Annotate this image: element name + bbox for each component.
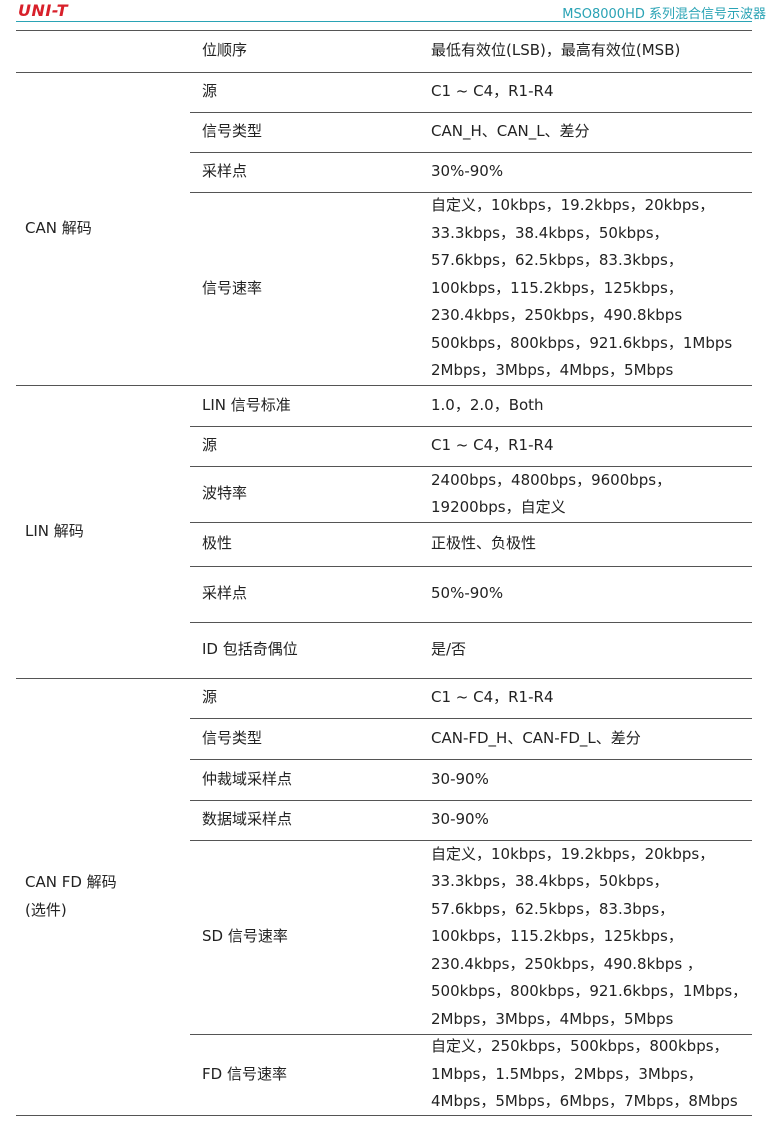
param-cell: 数据域采样点	[202, 810, 293, 829]
row-line	[190, 152, 752, 153]
section-label: (选件)	[25, 900, 67, 919]
value-cell: C1 ~ C4，R1-R4	[431, 688, 554, 707]
value-cell: 1Mbps，1.5Mbps，2Mbps，3Mbps，	[431, 1064, 703, 1083]
section-line	[16, 72, 752, 73]
table-line	[16, 30, 752, 31]
value-cell: 自定义，10kbps，19.2kbps，20kbps，	[431, 844, 715, 863]
section-label: CAN 解码	[25, 218, 92, 237]
value-cell: C1 ~ C4，R1-R4	[431, 436, 554, 455]
value-cell: 最低有效位(LSB)，最高有效位(MSB)	[431, 41, 681, 60]
value-cell: 100kbps，115.2kbps，125kbps，	[431, 278, 683, 297]
row-line	[190, 1034, 752, 1035]
row-line	[190, 622, 752, 623]
param-cell: 源	[202, 688, 218, 707]
logo: UNI-T	[18, 1, 69, 20]
value-cell: 230.4kbps，250kbps，490.8kbps ，	[431, 954, 702, 973]
param-cell: 采样点	[202, 584, 248, 603]
value-cell: 19200bps，自定义	[431, 498, 566, 516]
row-line	[190, 466, 752, 467]
section-label: LIN 解码	[25, 521, 84, 540]
param-cell: 信号速率	[202, 278, 263, 297]
param-cell: 极性	[202, 534, 233, 553]
row-line	[190, 522, 752, 523]
value-cell: 自定义，250kbps，500kbps，800kbps，	[431, 1037, 729, 1056]
param-cell: 源	[202, 436, 218, 455]
param-cell: 仲裁域采样点	[202, 769, 293, 788]
value-cell: 2400bps，4800bps，9600bps，	[431, 470, 672, 489]
param-cell: 波特率	[202, 484, 248, 503]
row-line	[190, 840, 752, 841]
row-line	[190, 192, 752, 193]
row-line	[190, 426, 752, 427]
value-cell: 是/否	[431, 640, 467, 659]
value-cell: 57.6kbps，62.5kbps，83.3kbps，	[431, 251, 683, 270]
value-cell: 自定义，10kbps，19.2kbps，20kbps，	[431, 196, 715, 215]
param-cell: 信号类型	[202, 728, 263, 747]
param-cell: 源	[202, 82, 218, 101]
value-cell: 正极性、负极性	[431, 534, 537, 553]
value-cell: 500kbps，800kbps，921.6kbps，1Mbps	[431, 333, 733, 352]
value-cell: 230.4kbps，250kbps，490.8kbps	[431, 306, 683, 325]
param-cell: FD 信号速率	[202, 1064, 287, 1083]
header-title: MSO8000HD 系列混合信号示波器	[562, 7, 766, 22]
value-cell: 50%-90%	[431, 584, 504, 603]
value-cell: CAN-FD_H、CAN-FD_L、差分	[431, 728, 641, 747]
param-cell: LIN 信号标准	[202, 395, 291, 414]
row-line	[190, 759, 752, 760]
value-cell: C1 ~ C4，R1-R4	[431, 82, 554, 101]
value-cell: 100kbps，115.2kbps，125kbps，	[431, 927, 683, 946]
param-cell: 信号类型	[202, 122, 263, 141]
param-cell: 采样点	[202, 162, 248, 181]
param-cell: SD 信号速率	[202, 927, 288, 946]
param-cell: ID 包括奇偶位	[202, 640, 298, 659]
value-cell: 30-90%	[431, 810, 489, 829]
row-line	[190, 112, 752, 113]
value-cell: 30%-90%	[431, 162, 504, 181]
row-line	[190, 718, 752, 719]
value-cell: 33.3kbps，38.4kbps，50kbps，	[431, 872, 669, 891]
value-cell: 33.3kbps，38.4kbps，50kbps，	[431, 223, 669, 242]
value-cell: CAN_H、CAN_L、差分	[431, 122, 590, 141]
row-line	[190, 800, 752, 801]
param-cell: 位顺序	[202, 41, 248, 60]
value-cell: 57.6kbps，62.5kbps，83.3bps，	[431, 899, 675, 918]
value-cell: 2Mbps，3Mbps，4Mbps，5Mbps	[431, 1009, 674, 1028]
section-line	[16, 1115, 752, 1116]
value-cell: 500kbps，800kbps，921.6kbps，1Mbps，	[431, 982, 748, 1001]
header-line	[16, 21, 752, 22]
section-label: CAN FD 解码	[25, 873, 117, 891]
value-cell: 1.0，2.0，Both	[431, 395, 544, 414]
value-cell: 4Mbps，5Mbps，6Mbps，7Mbps，8Mbps	[431, 1092, 738, 1111]
value-cell: 2Mbps，3Mbps，4Mbps，5Mbps	[431, 361, 674, 380]
section-line	[16, 678, 752, 679]
section-line	[16, 385, 752, 386]
row-line	[190, 566, 752, 567]
value-cell: 30-90%	[431, 769, 489, 788]
